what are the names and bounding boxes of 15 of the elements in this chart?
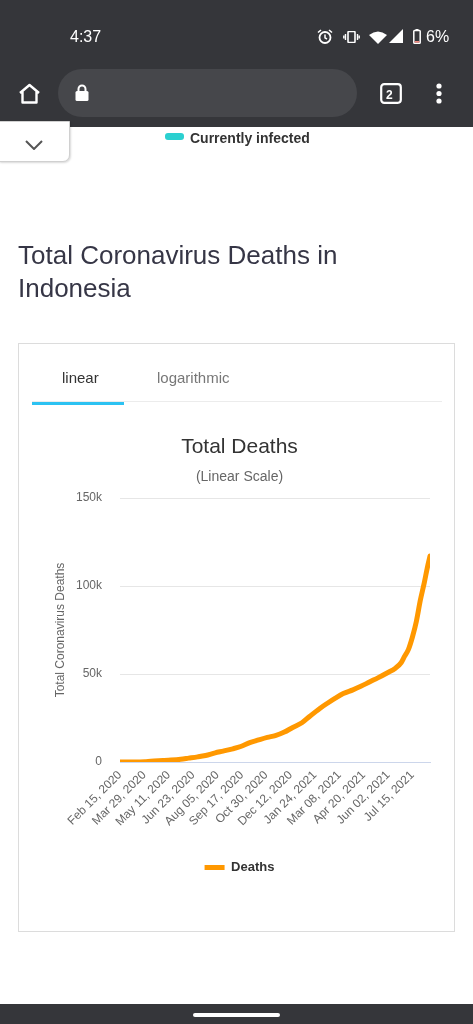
text: 4:37 <box>70 28 102 45</box>
y-tick-label: 100k <box>75 578 103 593</box>
text: logarithmic <box>157 369 230 386</box>
text: 6% <box>426 28 450 45</box>
y-tick-label: 50k <box>82 666 103 681</box>
text: Total Coronavirus Deaths in Indonesia <box>18 240 338 303</box>
chart-title: Total Deaths <box>181 434 298 458</box>
text: 2 <box>386 88 393 102</box>
text: linear <box>62 369 99 386</box>
legend-label: Deaths <box>231 859 275 875</box>
text: Currently infected <box>190 130 310 146</box>
y-tick-label: 150k <box>75 490 103 505</box>
y-axis-title: Total Coronavirus Deaths <box>52 562 67 698</box>
chart-subtitle: (Linear Scale) <box>195 468 284 485</box>
y-tick-label: 0 <box>95 754 103 769</box>
